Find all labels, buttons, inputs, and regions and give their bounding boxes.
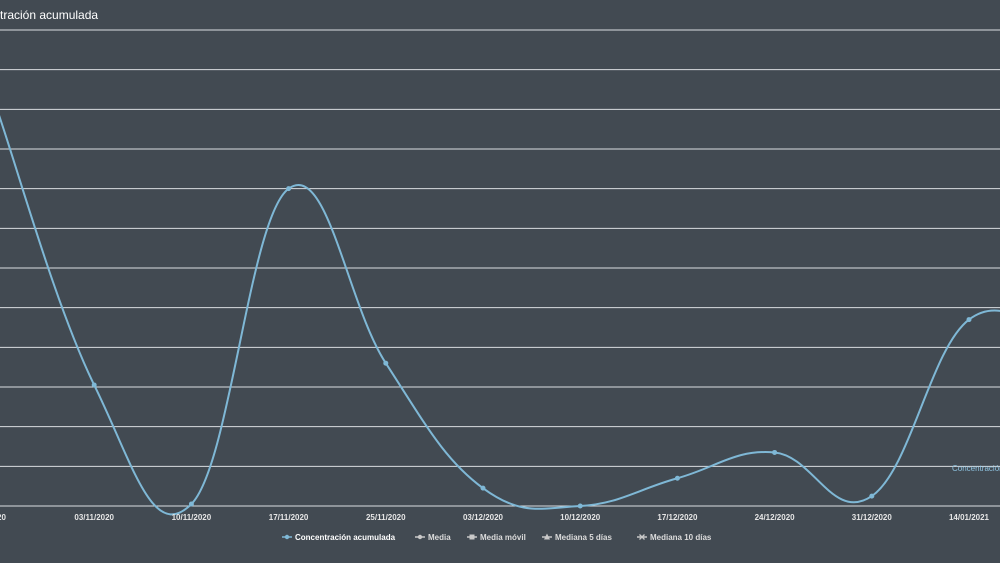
x-axis-tick-labels: 2020 03/11/2020 10/11/2020 17/11/2020 25/11/… — [0, 513, 990, 522]
data-point[interactable] — [91, 382, 97, 388]
legend-square-marker — [469, 534, 475, 540]
data-point[interactable] — [383, 360, 389, 366]
x-tick-label: 31/12/2020 — [852, 513, 893, 522]
legend-item[interactable]: Mediana 10 días — [637, 533, 712, 542]
legend-triangle-marker — [544, 533, 550, 540]
x-tick-label: 25/11/2020 — [366, 513, 406, 522]
legend-label: Media — [428, 533, 451, 542]
data-point[interactable] — [674, 475, 680, 481]
legend-item[interactable]: Media — [415, 533, 451, 542]
gridlines — [0, 29, 1000, 507]
x-tick-label: 24/12/2020 — [755, 513, 796, 522]
legend-item[interactable]: Concentración acumulada — [282, 533, 396, 542]
legend-label: Mediana 5 días — [555, 533, 612, 542]
data-point[interactable] — [286, 186, 292, 192]
series-line-concentracion-acumulada — [0, 114, 1000, 516]
x-tick-label: 10/11/2020 — [172, 513, 212, 522]
legend-label: Mediana 10 días — [650, 533, 712, 542]
x-tick-label: 2020 — [0, 513, 6, 522]
legend-item[interactable]: Mediana 5 días — [542, 533, 612, 542]
x-tick-label: 10/12/2020 — [560, 513, 601, 522]
legend-circle-marker — [284, 534, 290, 540]
series-end-label: Concentración — [952, 464, 1000, 473]
legend-label: Concentración acumulada — [295, 533, 396, 542]
legend-label: Media móvil — [480, 533, 526, 542]
x-tick-label: 14/01/2021 — [949, 513, 990, 522]
data-point[interactable] — [480, 485, 486, 491]
legend-item[interactable]: Media móvil — [467, 533, 526, 542]
x-tick-label: 17/11/2020 — [269, 513, 309, 522]
data-point[interactable] — [869, 493, 875, 499]
x-tick-label: 03/12/2020 — [463, 513, 504, 522]
legend: Concentración acumulada Media Media móvil M… — [282, 533, 712, 542]
chart-title: tración acumulada — [0, 8, 99, 22]
x-tick-label: 17/12/2020 — [657, 513, 698, 522]
series-end-label-group: Concentración — [952, 464, 1000, 473]
series-line-group — [0, 114, 1000, 516]
data-points — [91, 186, 972, 509]
x-tick-label: 03/11/2020 — [74, 513, 114, 522]
data-point[interactable] — [966, 317, 972, 323]
legend-circle-marker — [417, 534, 423, 540]
legend-cross-marker — [639, 534, 645, 540]
data-point[interactable] — [188, 501, 194, 507]
data-point[interactable] — [772, 449, 778, 455]
data-point[interactable] — [577, 503, 583, 509]
